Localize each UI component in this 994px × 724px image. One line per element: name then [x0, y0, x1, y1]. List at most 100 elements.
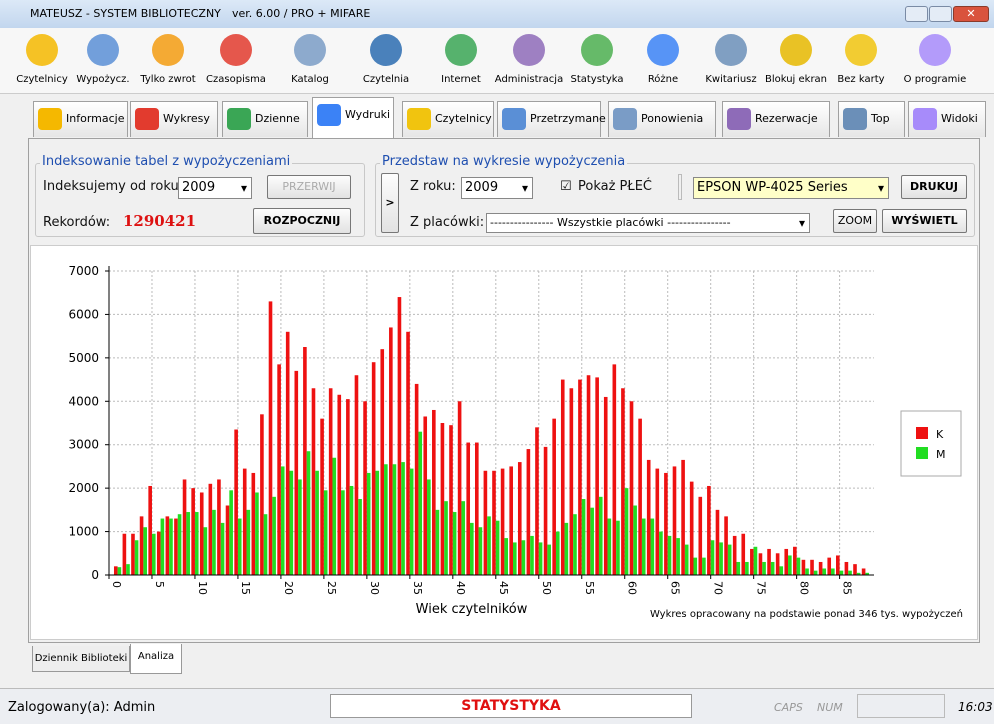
- close-button[interactable]: ✕: [953, 6, 989, 22]
- toolbar-button[interactable]: O programie: [895, 28, 975, 94]
- year-select[interactable]: 2009: [461, 177, 533, 199]
- bar: [466, 443, 470, 575]
- x-tick-label: 35: [411, 581, 424, 595]
- bar: [389, 327, 393, 575]
- toolbar-label: O programie: [895, 74, 975, 85]
- bar: [355, 375, 359, 575]
- bar: [123, 534, 127, 575]
- bar: [358, 499, 362, 575]
- bar: [668, 536, 672, 575]
- bar: [552, 419, 556, 575]
- tab[interactable]: Rezerwacje: [722, 101, 830, 137]
- bar: [595, 377, 599, 575]
- status-module: STATYSTYKA: [330, 694, 692, 718]
- tab[interactable]: Wykresy: [130, 101, 218, 137]
- bar: [427, 479, 431, 575]
- checkbox-label[interactable]: Pokaż PŁEĆ: [578, 179, 652, 194]
- bar: [367, 473, 371, 575]
- toolbar-icon: [294, 34, 326, 66]
- bar: [470, 523, 474, 575]
- bar: [178, 514, 182, 575]
- bar: [186, 512, 190, 575]
- toolbar-icon: [581, 34, 613, 66]
- tab[interactable]: Ponowienia: [608, 101, 716, 137]
- show-button[interactable]: WYŚWIETL: [882, 209, 967, 233]
- tab-icon: [135, 108, 159, 130]
- y-tick-label: 0: [91, 568, 99, 582]
- tab[interactable]: Top: [838, 101, 905, 137]
- toolbar: CzytelnicyWypożycz.Tylko zwrotCzasopisma…: [0, 28, 994, 94]
- bar: [221, 523, 225, 575]
- bar: [303, 347, 307, 575]
- bar: [453, 512, 457, 575]
- tab[interactable]: Przetrzymane: [497, 101, 601, 137]
- tab[interactable]: Dzienne: [222, 101, 308, 137]
- arrow-button[interactable]: >: [381, 173, 399, 233]
- printer-select[interactable]: EPSON WP-4025 Series: [693, 177, 889, 199]
- bottom-tab[interactable]: Analiza: [130, 644, 182, 674]
- bar: [432, 410, 436, 575]
- tab[interactable]: Informacje: [33, 101, 128, 137]
- bar: [698, 497, 702, 575]
- bar: [664, 473, 668, 575]
- zoom-button[interactable]: ZOOM: [833, 209, 877, 233]
- x-tick-label: 0: [110, 581, 123, 588]
- bar: [441, 423, 445, 575]
- bar: [578, 380, 582, 575]
- bar: [547, 545, 551, 575]
- toolbar-icon: [919, 34, 951, 66]
- bar: [711, 540, 715, 575]
- bar: [375, 471, 379, 575]
- x-tick-label: 15: [239, 581, 252, 595]
- tab-icon: [407, 108, 431, 130]
- bar: [767, 549, 771, 575]
- bar: [226, 506, 230, 575]
- bar: [788, 555, 792, 575]
- checkbox[interactable]: ☑: [560, 179, 572, 194]
- legend-swatch: [916, 427, 928, 439]
- bar: [131, 534, 135, 575]
- maximize-button[interactable]: [929, 6, 952, 22]
- bar: [337, 395, 341, 575]
- bar: [681, 460, 685, 575]
- bar: [759, 553, 763, 575]
- bar: [530, 536, 534, 575]
- toolbar-button[interactable]: Bez karty: [821, 28, 901, 94]
- bar: [522, 540, 526, 575]
- version: ver. 6.00 / PRO + MIFARE: [232, 7, 370, 20]
- bar: [630, 401, 634, 575]
- bar: [685, 545, 689, 575]
- stop-button[interactable]: PRZERWIJ: [267, 175, 351, 199]
- tab-icon: [317, 104, 341, 126]
- bar: [380, 349, 384, 575]
- tab[interactable]: Wydruki: [312, 97, 394, 139]
- tab-icon: [727, 108, 751, 130]
- bar: [565, 523, 569, 575]
- bar: [324, 490, 328, 575]
- toolbar-button[interactable]: Czytelnia: [346, 28, 426, 94]
- minimize-button[interactable]: [905, 6, 928, 22]
- bar: [475, 443, 479, 575]
- bar: [406, 332, 410, 575]
- tab[interactable]: Widoki: [908, 101, 986, 137]
- year-select[interactable]: 2009: [178, 177, 252, 199]
- bar: [651, 519, 655, 575]
- bar: [487, 516, 491, 575]
- bar: [556, 532, 560, 575]
- bar: [294, 371, 298, 575]
- legend-label: K: [936, 428, 944, 441]
- x-tick-label: 45: [497, 581, 510, 595]
- tab[interactable]: Czytelnicy: [402, 101, 494, 137]
- bar: [539, 542, 543, 575]
- bottom-tab[interactable]: Dziennik Biblioteki: [32, 646, 130, 672]
- bar: [281, 466, 285, 575]
- bar: [148, 486, 152, 575]
- bar: [479, 527, 483, 575]
- start-button[interactable]: ROZPOCZNIJ: [253, 208, 351, 234]
- branch-select[interactable]: ---------------- Wszystkie placówki ----…: [486, 213, 810, 233]
- toolbar-button[interactable]: Katalog: [270, 28, 350, 94]
- print-button[interactable]: DRUKUJ: [901, 175, 967, 199]
- chart-note: Wykres opracowany na podstawie ponad 346…: [650, 608, 963, 620]
- toolbar-button[interactable]: Czasopisma: [196, 28, 276, 94]
- legend: [901, 411, 961, 476]
